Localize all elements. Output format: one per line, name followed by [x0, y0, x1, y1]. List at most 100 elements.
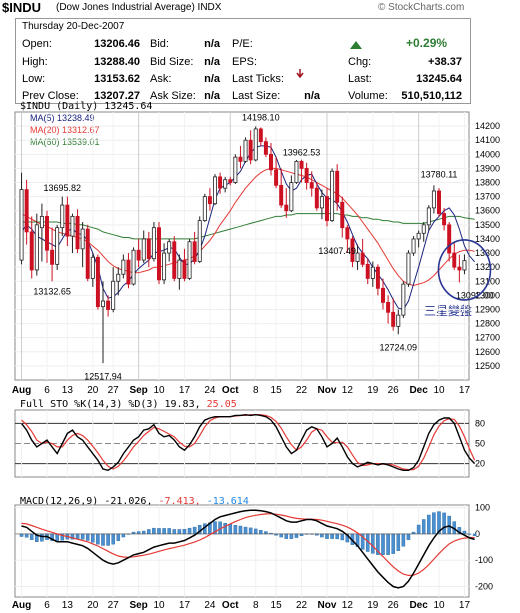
macd-xtick-label: 15	[271, 600, 283, 611]
sto-k-line	[20, 413, 476, 472]
macd-xtick-label: 6	[44, 600, 50, 611]
candle-body	[457, 266, 462, 271]
candle-body	[243, 139, 248, 162]
price-ytick-label: 13600	[475, 206, 500, 216]
macd-line	[21, 509, 475, 589]
price-ytick-label: 13400	[475, 234, 500, 244]
macd-xtick-label: 12	[342, 600, 354, 611]
macd-histogram-bar	[223, 522, 227, 535]
macd-histogram-bar	[40, 533, 44, 542]
candle-body	[452, 252, 457, 268]
quote-l3-row1: EPS:	[232, 56, 258, 68]
macd-legend-v3: -13.614	[206, 496, 249, 507]
candle-body	[70, 215, 75, 237]
tick-down-arrow-icon	[296, 69, 304, 79]
candle-body	[370, 266, 375, 279]
quote-v1-row0: 13206.46	[94, 38, 140, 50]
macd-histogram-bar	[85, 533, 90, 541]
price-xtick-label: Nov	[318, 385, 337, 396]
price-ytick-label: 13900	[475, 163, 500, 173]
price-ytick-label: 12800	[475, 319, 500, 329]
macd-histogram-bar	[371, 533, 375, 554]
quote-l2-row1: Bid Size:	[150, 56, 194, 68]
candle-body	[396, 314, 401, 327]
candle-body	[19, 189, 24, 261]
candle-body	[253, 128, 258, 161]
macd-histogram-bar	[91, 533, 95, 543]
macd-panel-frame	[14, 504, 470, 598]
macd-histogram-bar	[228, 523, 233, 535]
candle-body	[141, 238, 146, 261]
candle-body	[90, 256, 95, 279]
candle-body	[60, 204, 65, 229]
macd-xtick-label: 13	[62, 600, 74, 611]
macd-histogram-bar	[19, 533, 24, 537]
price-ytick-label: 13200	[475, 262, 500, 272]
candle-body	[325, 196, 329, 222]
candle-body	[75, 215, 80, 250]
price-xtick-label: 10	[153, 385, 165, 396]
price-ytick-label: 13500	[475, 220, 500, 230]
price-ytick-label: 13800	[475, 178, 500, 188]
price-xtick-label: 22	[296, 385, 308, 396]
macd-histogram-bar	[335, 533, 339, 540]
macd-xtick-label: 27	[108, 600, 120, 611]
macd-histogram-bar	[253, 528, 258, 535]
macd-histogram-bar	[472, 533, 477, 536]
candle-body	[116, 273, 121, 282]
candle-body	[233, 156, 238, 183]
candle-body	[340, 201, 345, 229]
price-xtick-label: Dec	[409, 385, 428, 396]
macd-histogram-bar	[386, 533, 390, 555]
quote-v4-row3: 510,510,112	[401, 90, 462, 102]
candle-body	[442, 213, 447, 226]
macd-histogram-bar	[421, 519, 426, 535]
macd-histogram-bar	[432, 512, 436, 535]
candle-body	[294, 160, 299, 183]
macd-histogram-bar	[325, 533, 329, 539]
quote-l2-row3: Ask Size:	[150, 90, 196, 102]
macd-histogram-bar	[187, 527, 192, 535]
candle-body	[355, 252, 360, 262]
candle-body	[151, 227, 156, 260]
macd-ytick-label: -200	[475, 581, 493, 591]
macd-legend-v2: -7.413,	[158, 496, 201, 507]
ma5-legend: MA(5) 13238.49	[30, 113, 95, 123]
sto-legend-d: 25.05	[206, 399, 237, 410]
candle-body	[269, 153, 273, 171]
quote-l3-row0: P/E:	[232, 38, 253, 50]
candle-body	[80, 228, 85, 250]
macd-histogram-bar	[264, 531, 268, 535]
macd-histogram-bar	[80, 533, 85, 540]
price-annotation: 12517.94	[84, 371, 122, 381]
price-ytick-label: 13000	[475, 290, 500, 300]
price-xtick-label: 6	[44, 385, 50, 396]
candle-body	[85, 228, 90, 279]
highlight-circle	[437, 239, 492, 301]
price-xtick-label: 17	[179, 385, 191, 396]
macd-histogram-bar	[172, 529, 177, 535]
price-xtick-label: 20	[87, 385, 99, 396]
quote-l4-row3: Volume:	[348, 90, 388, 102]
macd-xtick-label: 26	[388, 600, 400, 611]
candle-body	[263, 141, 268, 155]
macd-histogram-bar	[416, 524, 421, 535]
macd-xtick-label: 24	[204, 600, 216, 611]
copyright: © StockCharts.com	[378, 2, 465, 13]
candle-body	[131, 249, 136, 285]
macd-histogram-bar	[284, 533, 289, 539]
candle-body	[335, 170, 340, 203]
candle-body	[284, 204, 289, 212]
quote-change-percent: +0.29%	[406, 36, 448, 50]
candle-body	[360, 252, 365, 265]
candle-body	[202, 196, 207, 222]
sto-ytick-label: 80	[475, 418, 485, 428]
macd-histogram-bar	[330, 533, 334, 539]
price-xtick-label: 24	[204, 385, 216, 396]
candle-body	[50, 249, 55, 265]
price-annotation: 13695.82	[43, 183, 81, 193]
quote-l1-row1: High:	[22, 56, 48, 68]
macd-xtick-label: 22	[296, 600, 308, 611]
candle-body	[437, 190, 441, 214]
